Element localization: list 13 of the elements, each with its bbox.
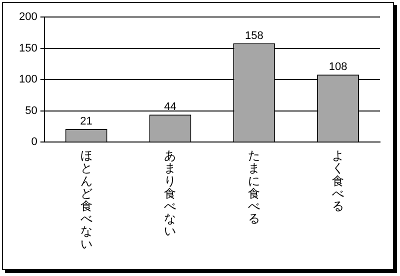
data-label: 158 (244, 30, 264, 42)
data-label: 44 (164, 101, 176, 114)
x-tick-label: ほとんど食べない (80, 148, 92, 251)
y-tick-label: 50 (25, 104, 38, 117)
y-tick-label: 0 (31, 136, 38, 148)
y-tick-label: 150 (18, 42, 38, 54)
data-label: 108 (328, 61, 348, 74)
data-label: 21 (80, 116, 92, 128)
y-tick-label: 200 (18, 11, 38, 24)
x-tick-label: たまに食べる (248, 148, 260, 226)
x-tick-label: あまり食べない (164, 148, 176, 238)
y-tick-label: 100 (18, 74, 38, 86)
x-tick-label: よく食べる (332, 148, 344, 214)
